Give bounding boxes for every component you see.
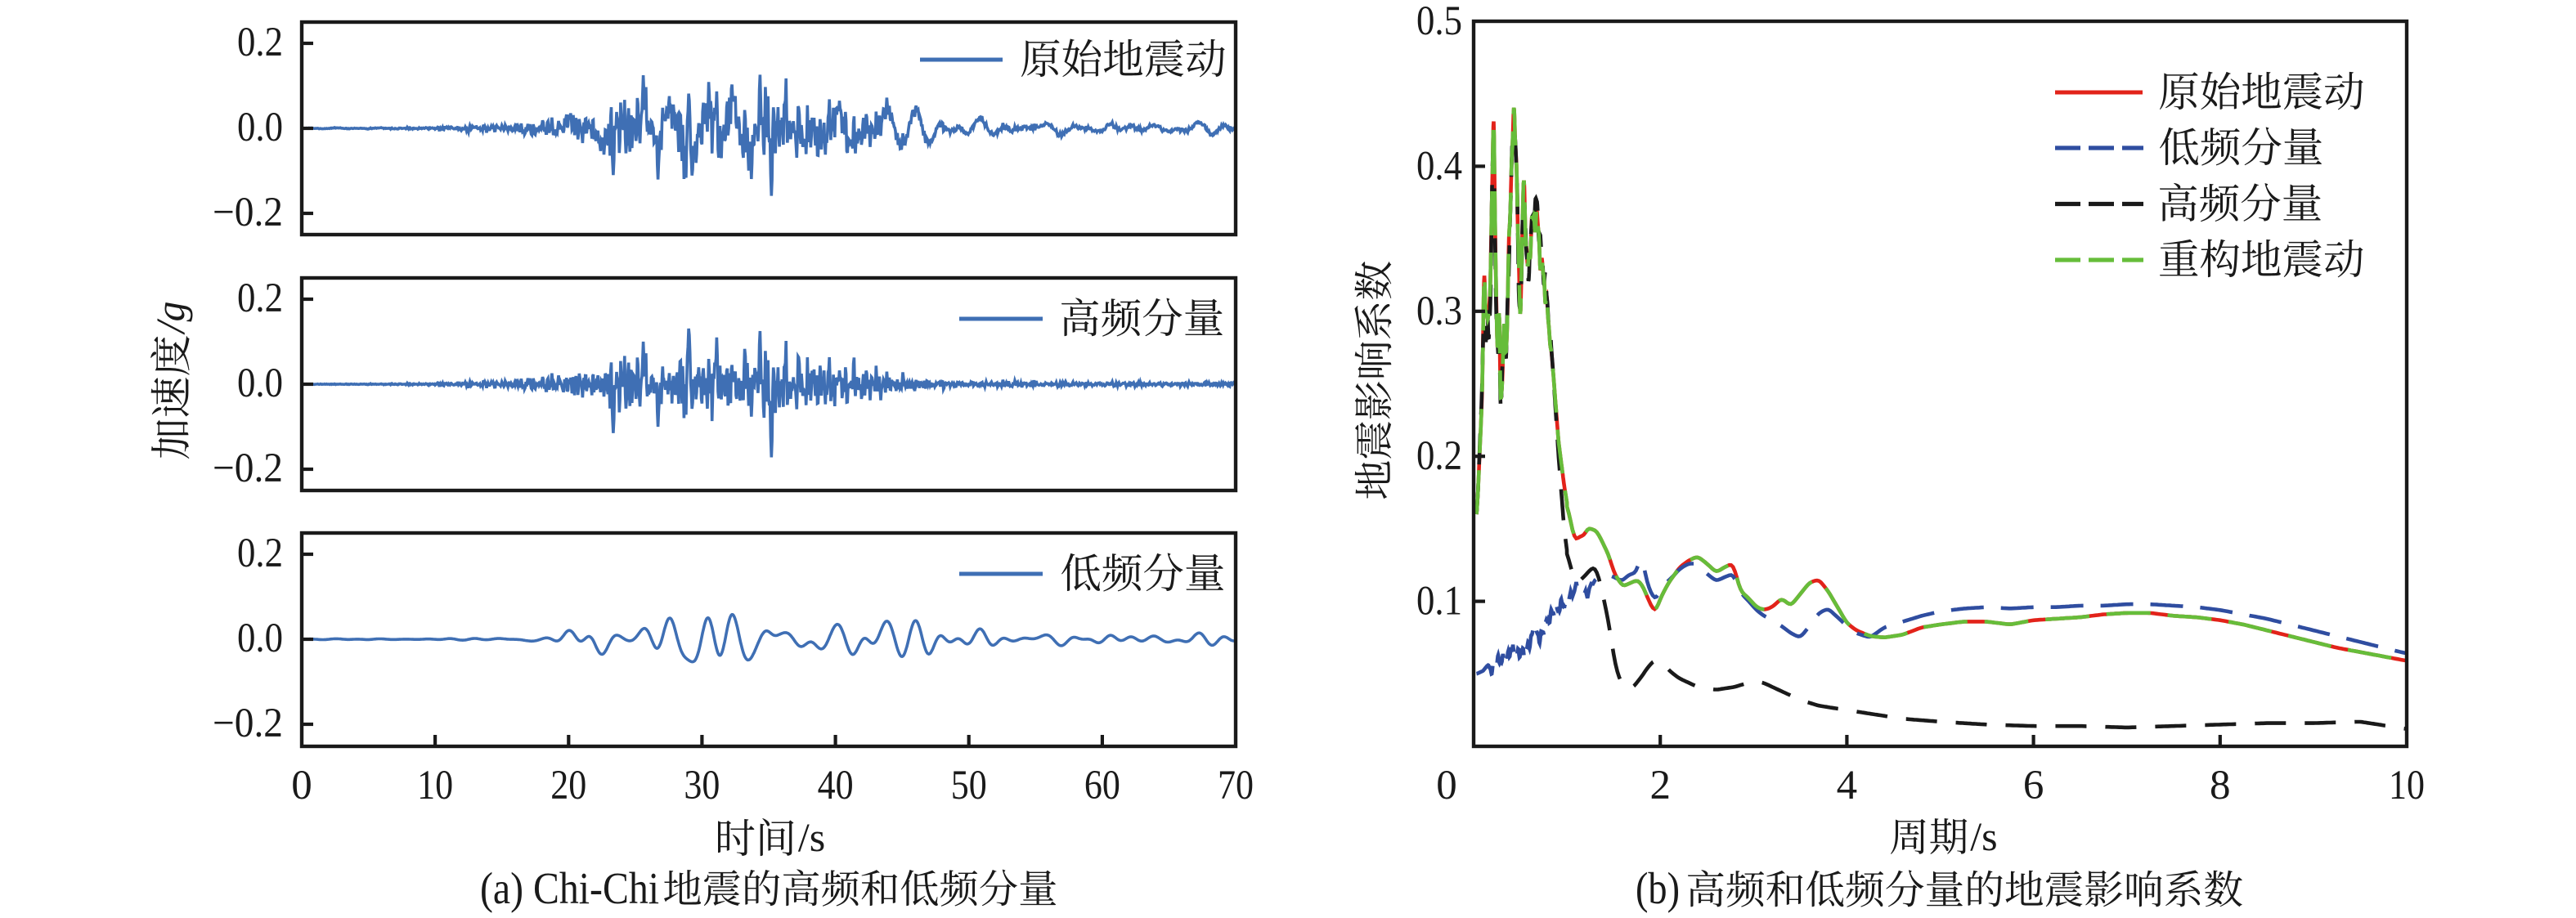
svg-text:10: 10 [2389,763,2425,808]
svg-text:0.3: 0.3 [1416,289,1462,334]
svg-text:0.2: 0.2 [237,20,283,65]
svg-text:70: 70 [1218,763,1254,808]
svg-text:−0.2: −0.2 [213,190,283,235]
svg-text:/s: /s [798,814,825,860]
svg-text:6: 6 [2023,763,2044,808]
svg-text:0.4: 0.4 [1416,143,1462,189]
svg-text:0.0: 0.0 [237,360,283,406]
svg-text:0.5: 0.5 [1416,0,1462,44]
svg-text:50: 50 [951,763,987,808]
svg-text:0.2: 0.2 [237,275,283,321]
svg-text:8: 8 [2210,763,2231,808]
svg-text:40: 40 [818,763,854,808]
svg-text:−0.2: −0.2 [213,701,283,746]
svg-text:/g: /g [147,301,193,335]
svg-text:0.0: 0.0 [237,616,283,661]
svg-text:0: 0 [291,763,312,808]
svg-text:0.0: 0.0 [237,105,283,150]
svg-text:0.2: 0.2 [1416,433,1462,479]
svg-text:(b): (b) [1636,863,1680,913]
svg-text:/s: /s [1970,813,1997,859]
svg-text:20: 20 [550,763,586,808]
svg-text:2: 2 [1649,763,1671,808]
svg-text:60: 60 [1084,763,1120,808]
svg-text:(a) Chi-Chi: (a) Chi-Chi [480,863,659,913]
svg-text:10: 10 [417,763,453,808]
svg-text:4: 4 [1837,763,1858,808]
svg-text:30: 30 [684,763,720,808]
svg-text:−0.2: −0.2 [213,446,283,491]
svg-text:0.1: 0.1 [1416,579,1462,625]
svg-text:0.2: 0.2 [237,531,283,576]
svg-text:0: 0 [1436,763,1457,808]
